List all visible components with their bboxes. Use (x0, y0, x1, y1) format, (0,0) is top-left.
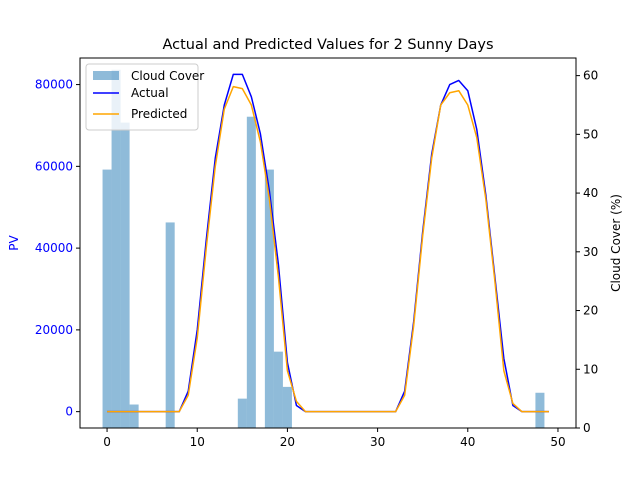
cloud-cover-bar (111, 69, 121, 428)
x-tick-label: 20 (280, 435, 295, 449)
x-tick-label: 10 (190, 435, 205, 449)
y-tick-label-right: 10 (583, 362, 598, 376)
y-tick-label-right: 60 (583, 69, 598, 83)
chart-title: Actual and Predicted Values for 2 Sunny … (162, 37, 493, 53)
legend-label-actual: Actual (131, 86, 169, 100)
line-series-layer (107, 73, 549, 413)
legend-label-predicted: Predicted (131, 107, 187, 121)
cloud-cover-bar (282, 386, 292, 428)
y-tick-label-right: 30 (583, 245, 598, 259)
legend: Cloud Cover Actual Predicted (85, 63, 204, 131)
legend-label-cloud-cover: Cloud Cover (131, 69, 204, 83)
x-tick-label: 40 (460, 435, 475, 449)
y-tick-label-right: 0 (583, 421, 591, 435)
cloud-cover-bar (165, 222, 175, 428)
legend-swatch-cloud-cover (93, 71, 119, 80)
y-axis-right: 0 10 20 30 40 50 60 (576, 69, 598, 435)
series-line-predicted (107, 85, 549, 413)
plot-frame (79, 57, 577, 429)
cloud-cover-bar (246, 116, 256, 428)
x-tick-label: 30 (370, 435, 385, 449)
x-tick-label: 0 (103, 435, 111, 449)
y-tick-label-right: 20 (583, 304, 598, 318)
y-axis-left-label: PV (7, 234, 21, 250)
cloud-cover-bar (129, 404, 139, 428)
x-tick-label: 50 (550, 435, 565, 449)
y-tick-label-right: 40 (583, 186, 598, 200)
cloud-cover-bars (102, 69, 545, 429)
y-axis-right-label: Cloud Cover (%) (609, 194, 623, 292)
y-tick-label-left: 0 (65, 405, 73, 419)
y-tick-label-right: 50 (583, 127, 598, 141)
cloud-cover-bar (237, 398, 247, 428)
y-tick-label-left: 60000 (35, 159, 73, 173)
cloud-cover-bar (120, 122, 130, 428)
y-axis-left: 0 20000 40000 60000 80000 (35, 78, 80, 419)
cloud-cover-bar (273, 351, 283, 428)
cloud-cover-bar (535, 392, 545, 428)
y-tick-label-left: 20000 (35, 323, 73, 337)
cloud-cover-bar (264, 169, 274, 429)
y-tick-label-left: 80000 (35, 78, 73, 92)
x-axis: 0 10 20 30 40 50 (103, 428, 566, 449)
y-tick-label-left: 40000 (35, 241, 73, 255)
cloud-cover-bar (102, 169, 112, 429)
